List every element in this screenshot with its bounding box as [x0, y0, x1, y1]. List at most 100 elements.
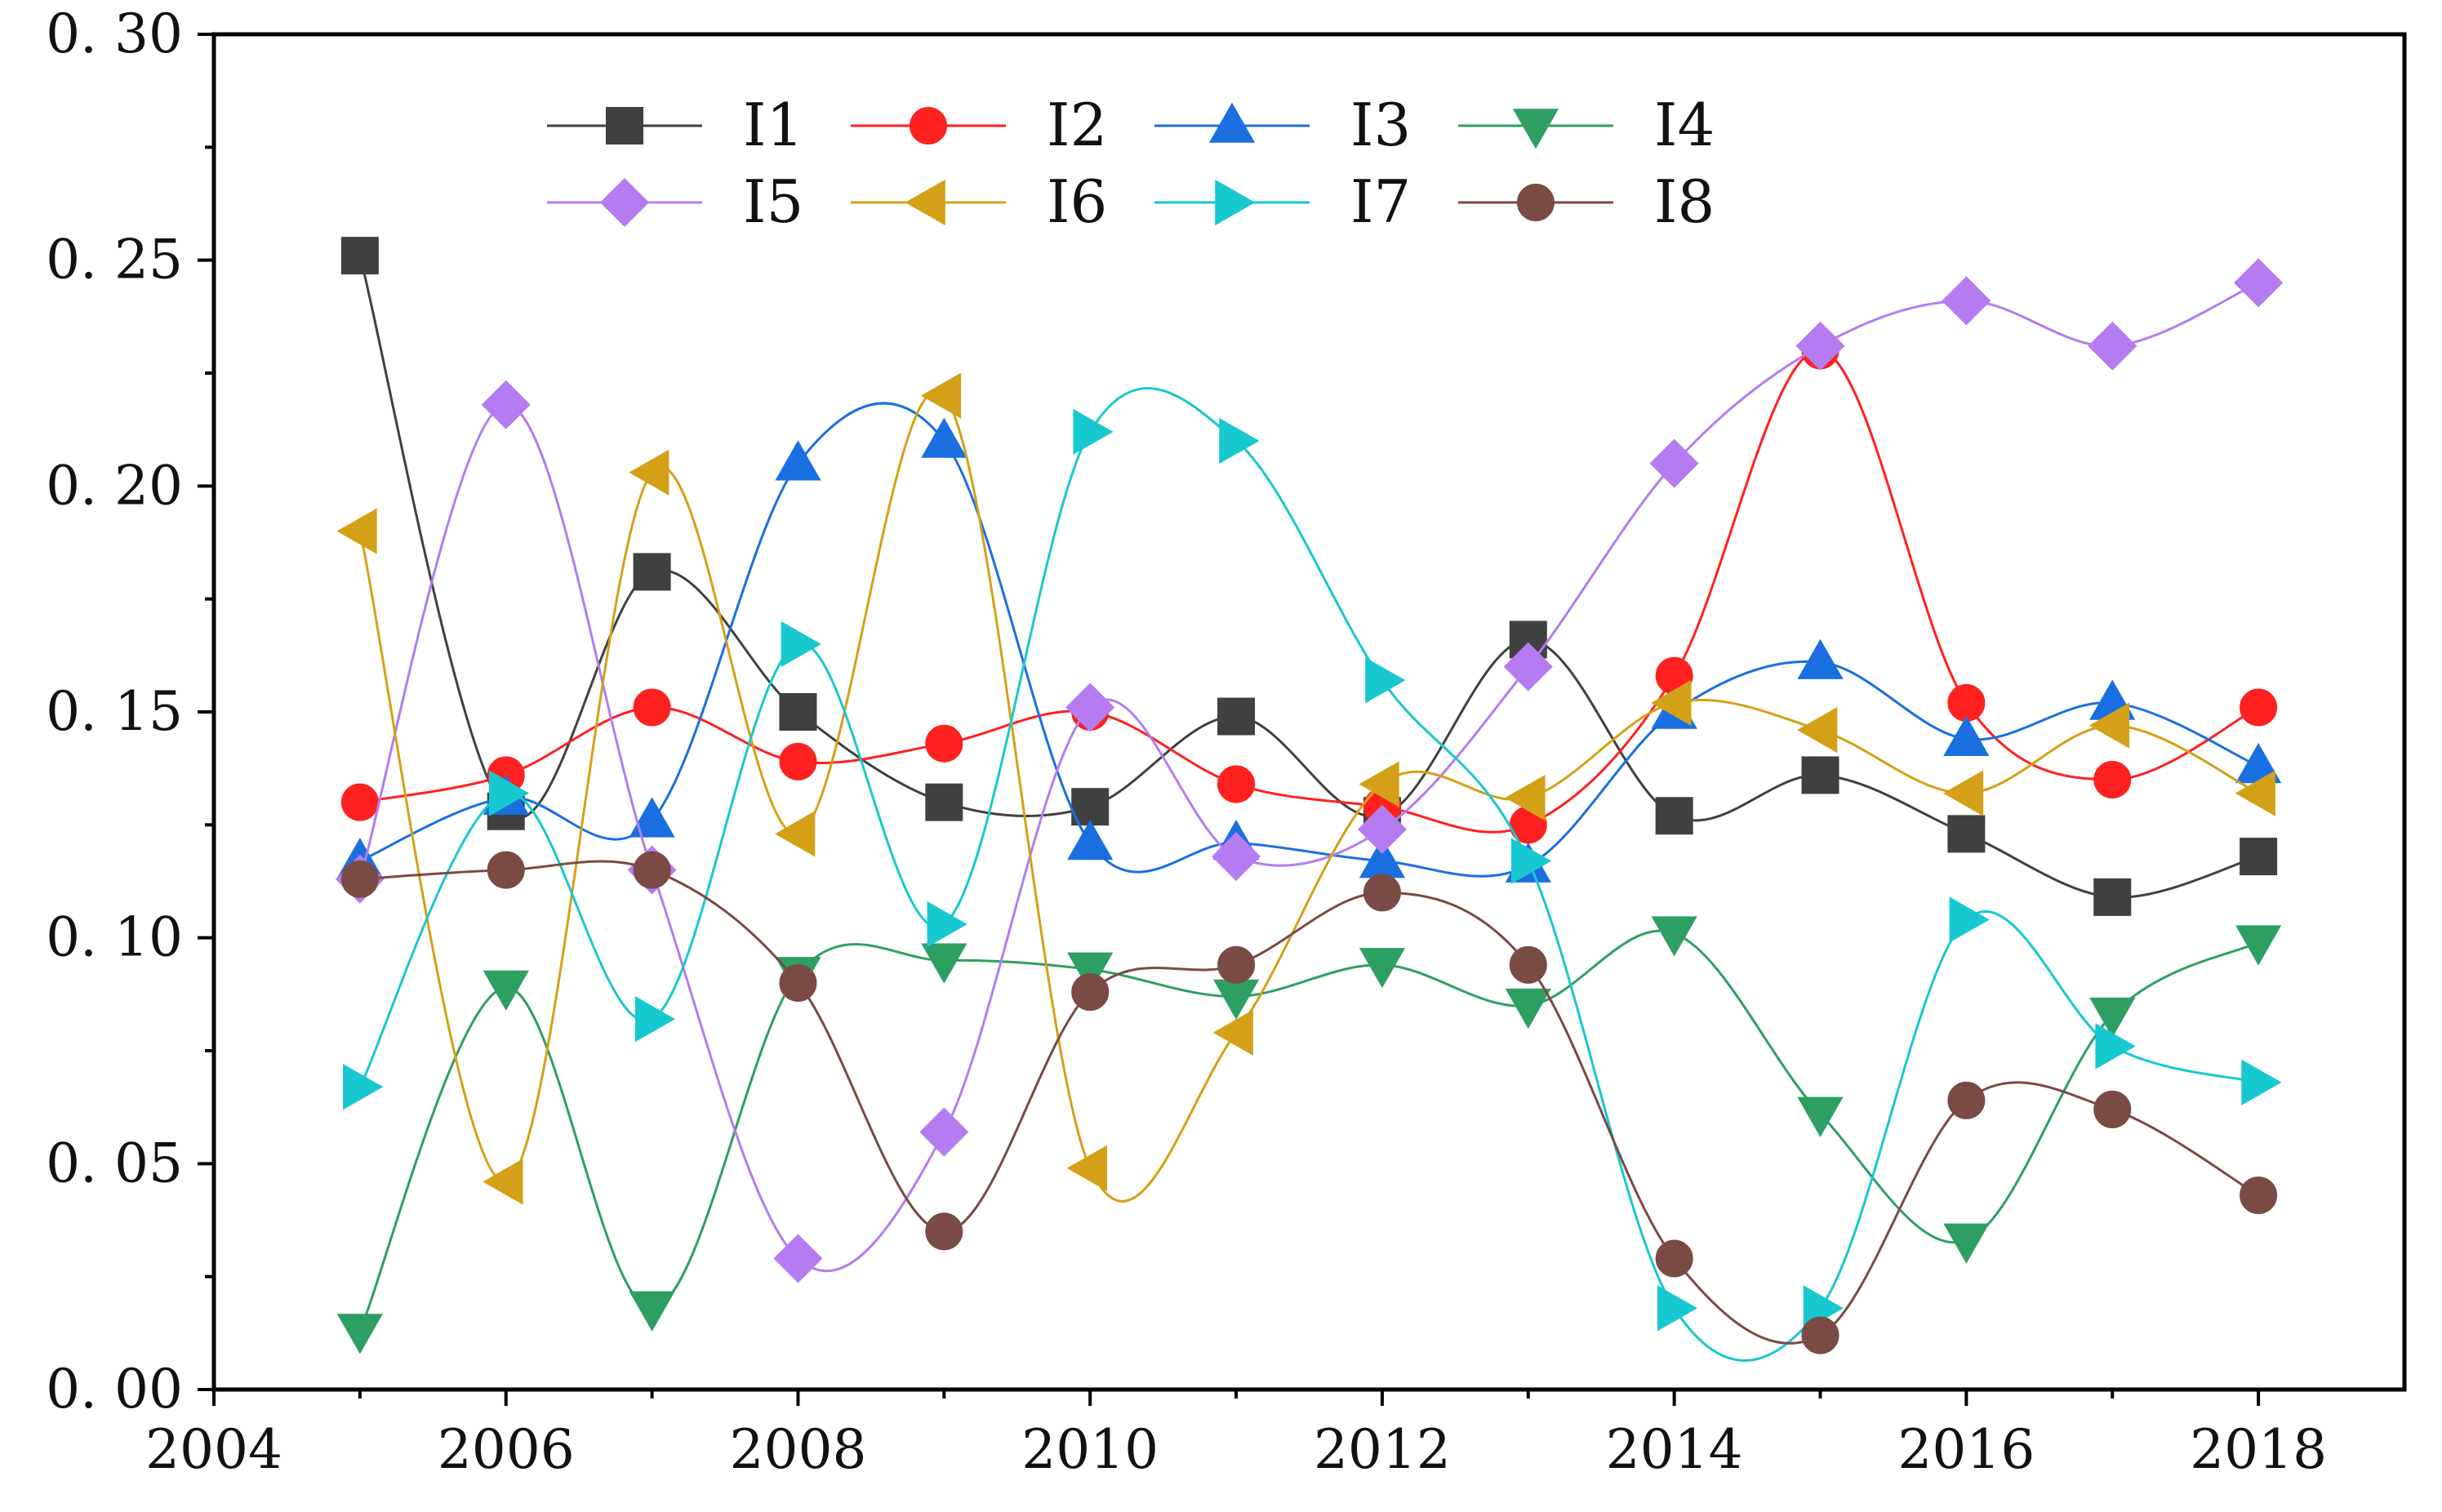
data-point-i8	[1363, 874, 1401, 912]
data-point-i4	[921, 943, 967, 984]
data-point-i2	[340, 783, 379, 821]
data-point-i1	[925, 783, 963, 821]
series-line-i4	[358, 929, 2259, 1332]
legend-label: I8	[1654, 167, 1715, 236]
data-point-i7	[781, 620, 821, 668]
series-i1	[340, 237, 2278, 916]
data-point-i5	[1503, 642, 1553, 692]
legend-label: I3	[1350, 91, 1411, 159]
data-point-i6	[920, 372, 962, 419]
x-tick-label: 2018	[2190, 1418, 2327, 1481]
data-point-i6	[1651, 679, 1692, 727]
data-point-i1	[779, 693, 817, 731]
data-point-i7	[1657, 1285, 1698, 1332]
series-i6	[336, 372, 2275, 1205]
data-point-i4	[336, 1314, 383, 1354]
data-point-i3	[1797, 638, 1844, 679]
data-point-i1	[2240, 838, 2278, 876]
data-point-i8	[2093, 1090, 2132, 1128]
data-point-i7	[927, 901, 967, 948]
data-point-i8	[1947, 1081, 1986, 1119]
data-point-i8	[2240, 1176, 2278, 1215]
data-point-i8	[340, 860, 379, 898]
data-point-i4	[483, 970, 529, 1011]
data-point-i8	[925, 1212, 963, 1251]
legend-item-i2: I2	[851, 91, 1107, 159]
data-point-i3	[775, 440, 821, 481]
y-tick-label: 0. 05	[46, 1132, 183, 1194]
data-point-i2	[925, 724, 963, 763]
x-tick-label: 2006	[438, 1418, 575, 1481]
x-tick-label: 2010	[1021, 1418, 1159, 1481]
series-i3	[336, 402, 2282, 883]
y-tick-label: 0. 15	[46, 680, 183, 743]
data-point-i7	[488, 770, 530, 816]
data-point-i5	[1357, 804, 1407, 854]
data-point-i4	[2089, 997, 2136, 1038]
legend-item-i8: I8	[1458, 167, 1715, 236]
data-point-i8	[1801, 1316, 1839, 1354]
legend-item-i6: I6	[851, 167, 1107, 236]
y-tick-label: 0. 20	[46, 454, 183, 517]
series-i4	[336, 916, 2282, 1354]
axes: 0. 00 0. 05 0. 10 0. 15 0. 20 0. 25 0. 30 2004 2…	[46, 2, 2407, 1481]
data-point-i6	[1942, 770, 1984, 816]
legend-label: I5	[743, 167, 803, 236]
data-point-i5	[1649, 438, 1699, 488]
y-tick-label: 0. 30	[46, 2, 183, 65]
data-point-i5	[1942, 276, 1991, 326]
data-point-i6	[2088, 702, 2130, 749]
series-line-i8	[359, 860, 2259, 1345]
data-point-i7	[1511, 838, 1552, 884]
data-point-i8	[1655, 1239, 1693, 1278]
data-point-i2	[1217, 765, 1256, 803]
legend-marker	[599, 177, 650, 228]
data-point-i1	[1655, 797, 1693, 835]
plot-frame	[211, 32, 2407, 1392]
x-tick-label: 2004	[145, 1418, 282, 1481]
legend-marker	[910, 107, 947, 145]
y-tick-label: 0. 25	[46, 229, 183, 291]
data-point-i7	[343, 1064, 384, 1110]
data-point-i5	[919, 1107, 969, 1157]
series-i7	[343, 387, 2282, 1362]
data-point-i8	[633, 851, 671, 889]
data-point-i5	[1065, 683, 1115, 732]
series-i2	[340, 331, 2278, 844]
data-point-i8	[1071, 973, 1110, 1012]
data-point-i7	[1949, 896, 1990, 943]
data-point-i7	[1219, 417, 1260, 465]
data-point-i3	[921, 417, 967, 458]
x-tick-label: 2016	[1897, 1418, 2035, 1481]
x-tick-label: 2012	[1314, 1418, 1451, 1481]
legend-label: I2	[1047, 91, 1107, 159]
x-tick-label: 2008	[729, 1418, 866, 1481]
legend-label: I4	[1654, 91, 1715, 159]
data-point-i5	[2088, 321, 2137, 371]
data-point-i1	[1217, 697, 1256, 736]
data-point-i7	[2241, 1059, 2282, 1105]
data-point-i8	[779, 964, 817, 1002]
data-point-i3	[629, 797, 675, 838]
data-point-i4	[1067, 952, 1114, 993]
legend-marker	[1208, 102, 1256, 143]
series-line-i5	[358, 281, 2259, 1273]
y-tick-label: 0. 00	[46, 1358, 183, 1421]
data-point-i4	[629, 1291, 675, 1332]
series-layer	[335, 237, 2284, 1362]
data-point-i4	[1943, 1223, 1990, 1264]
x-tick-label: 2014	[1606, 1418, 1743, 1481]
data-point-i4	[1797, 1096, 1844, 1137]
data-point-i3	[1943, 715, 1990, 756]
series-i8	[340, 851, 2278, 1354]
data-point-i1	[633, 553, 671, 591]
data-point-i7	[2095, 1023, 2136, 1070]
data-point-i5	[773, 1234, 823, 1283]
legend-marker	[1215, 179, 1256, 226]
data-point-i4	[1651, 916, 1697, 957]
data-point-i4	[1505, 988, 1551, 1029]
y-tick-label: 0. 10	[46, 906, 183, 969]
data-point-i2	[633, 688, 671, 727]
legend-item-i4: I4	[1458, 91, 1715, 159]
data-point-i4	[2235, 925, 2282, 966]
